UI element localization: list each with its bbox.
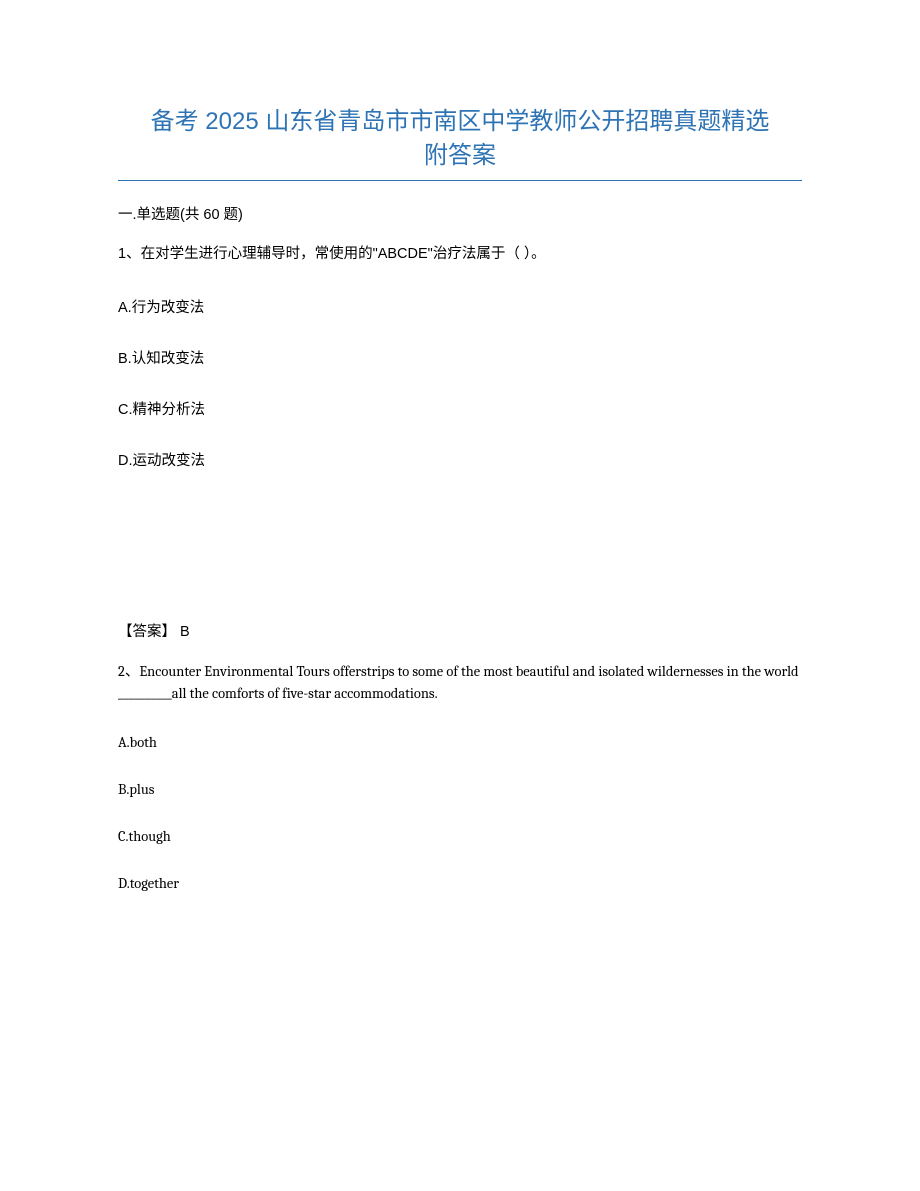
title-line-2: 附答案 (424, 142, 496, 169)
question-1-option-d: D.运动改变法 (118, 449, 802, 470)
question-1-option-b: B.认知改变法 (118, 347, 802, 368)
question-1-option-a: A.行为改变法 (118, 296, 802, 317)
question-2-option-d: D.together (118, 875, 802, 892)
spacing (118, 500, 802, 620)
document-title: 备考 2025 山东省青岛市市南区中学教师公开招聘真题精选 附答案 (118, 105, 802, 172)
section-label: 一.单选题(共 60 题) (118, 203, 802, 224)
question-1-stem: 1、在对学生进行心理辅导时，常使用的"ABCDE"治疗法属于（ ）。 (118, 244, 802, 266)
question-2-option-a: A.both (118, 734, 802, 751)
title-line-1: 备考 2025 山东省青岛市市南区中学教师公开招聘真题精选 (151, 108, 770, 135)
question-2-stem: 2、Encounter Environmental Tours offerstr… (118, 661, 802, 705)
question-2-option-b: B.plus (118, 781, 802, 798)
question-2-option-c: C.though (118, 828, 802, 845)
document-page: 备考 2025 山东省青岛市市南区中学教师公开招聘真题精选 附答案 一.单选题(… (0, 0, 920, 972)
title-divider (118, 180, 802, 181)
question-1-option-c: C.精神分析法 (118, 398, 802, 419)
question-1-answer: 【答案】 B (118, 620, 802, 641)
